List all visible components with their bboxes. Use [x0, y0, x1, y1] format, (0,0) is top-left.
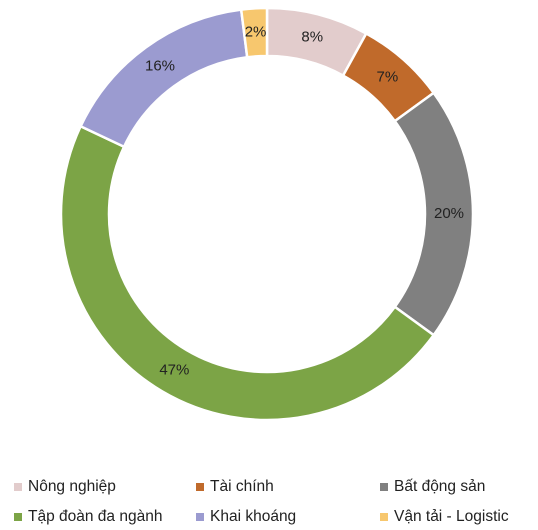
legend-swatch — [196, 513, 204, 521]
legend-label: Khai khoáng — [210, 508, 296, 525]
legend-swatch — [380, 513, 388, 521]
legend-swatch — [14, 513, 22, 521]
legend-label: Tập đoàn đa ngành — [28, 508, 162, 525]
legend-label: Vận tải - Logistic — [394, 508, 509, 525]
donut-slice — [239, 6, 269, 59]
legend-swatch — [380, 483, 388, 491]
data-label: 8% — [301, 29, 323, 46]
data-label: 16% — [145, 58, 175, 75]
data-label: 2% — [245, 23, 267, 40]
data-label: 47% — [159, 362, 189, 379]
legend: Nông nghiệp Tài chính Bất động sản Tập đoàn… — [14, 478, 509, 525]
legend-label: Bất động sản — [394, 478, 485, 495]
data-label: 20% — [434, 205, 464, 222]
data-label: 7% — [377, 68, 399, 85]
legend-swatch — [14, 483, 22, 491]
legend-swatch — [196, 483, 204, 491]
legend-label: Tài chính — [210, 478, 274, 495]
donut-slice — [59, 124, 436, 422]
donut-slice — [78, 8, 249, 149]
legend-label: Nông nghiệp — [28, 478, 116, 495]
